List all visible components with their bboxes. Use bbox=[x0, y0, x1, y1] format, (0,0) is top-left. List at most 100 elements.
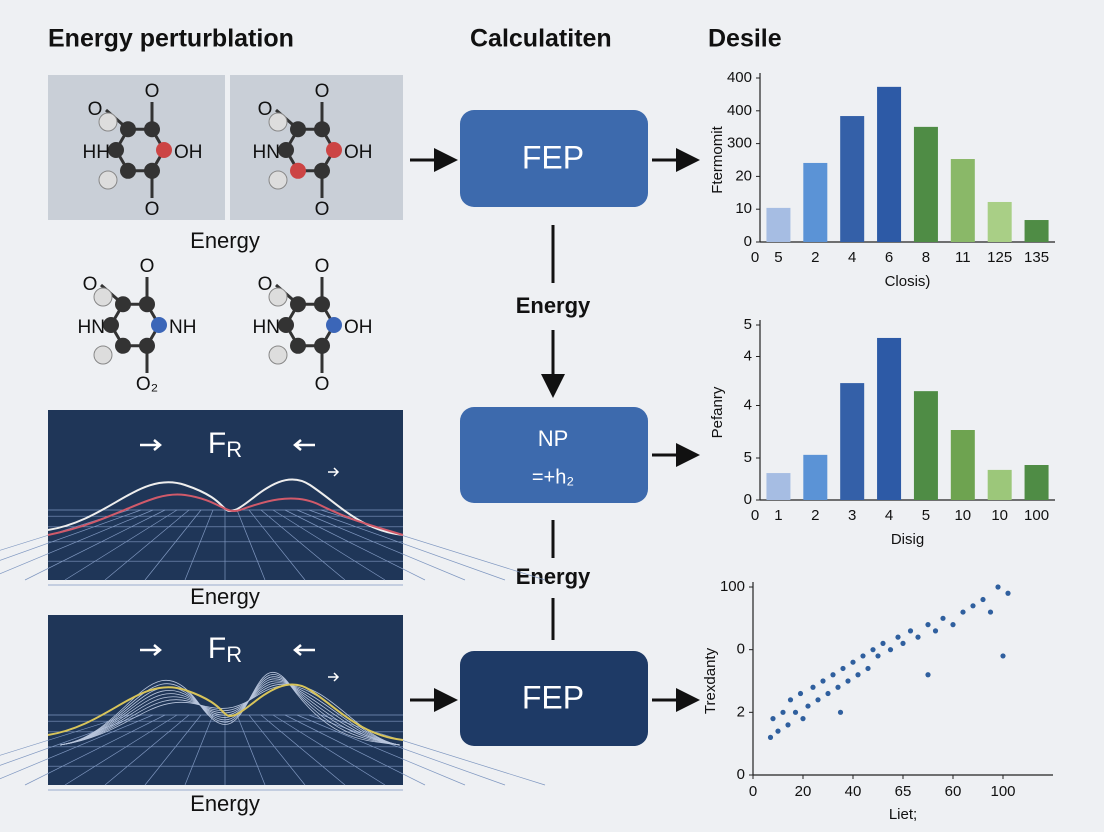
panel-label-main: F bbox=[208, 427, 226, 460]
atom-h bbox=[93, 345, 113, 365]
atom-label: NH bbox=[169, 317, 196, 338]
mesh-line bbox=[104, 714, 190, 786]
point bbox=[907, 628, 914, 634]
mesh-line bbox=[284, 714, 426, 786]
y-tick-label: 4 bbox=[744, 347, 752, 364]
mesh-line bbox=[260, 509, 346, 581]
y-tick-label: 400 bbox=[727, 102, 752, 119]
atom bbox=[103, 317, 119, 333]
mesh-line bbox=[272, 714, 386, 786]
point bbox=[845, 678, 851, 684]
x-tick-label: 0 bbox=[749, 783, 757, 800]
mesh-line bbox=[308, 714, 506, 786]
y-tick-label: 0 bbox=[737, 641, 745, 658]
molecule-panel bbox=[230, 75, 403, 220]
mesh-curve bbox=[59, 678, 401, 746]
point bbox=[895, 634, 901, 640]
x-tick-label: 4 bbox=[848, 249, 856, 266]
x-tick-label: 4 bbox=[885, 507, 893, 524]
x-tick-label: 20 bbox=[795, 783, 812, 800]
mesh-line bbox=[248, 509, 306, 581]
bar bbox=[803, 454, 828, 500]
atom-label: O bbox=[315, 81, 330, 102]
atom bbox=[108, 142, 124, 158]
x-axis-label: Liet; bbox=[889, 806, 917, 823]
bar bbox=[1024, 465, 1049, 500]
x-tick-label: 125 bbox=[987, 249, 1012, 266]
mesh-line bbox=[0, 509, 130, 551]
atom bbox=[278, 317, 294, 333]
mesh-line bbox=[0, 509, 142, 561]
bar bbox=[950, 159, 975, 242]
energy-panel bbox=[48, 410, 403, 580]
mesh-line bbox=[296, 714, 466, 786]
box bbox=[460, 110, 648, 207]
mesh-line bbox=[0, 509, 154, 575]
atom-label: OH bbox=[344, 142, 373, 163]
mesh-line bbox=[0, 714, 130, 756]
arrow bbox=[293, 439, 315, 451]
mesh-curve bbox=[59, 684, 401, 746]
y-tick-label: 0 bbox=[744, 491, 752, 508]
box-label: FEP bbox=[522, 139, 584, 175]
atom-label: O₂ bbox=[136, 374, 158, 395]
panel-label-sub: R bbox=[226, 437, 242, 462]
x-tick-label: 65 bbox=[895, 783, 912, 800]
mesh-line bbox=[260, 714, 346, 786]
bar bbox=[987, 469, 1012, 500]
box-label: FEP bbox=[522, 679, 584, 715]
mesh-line bbox=[144, 509, 202, 581]
point bbox=[855, 672, 861, 678]
atom-h bbox=[93, 287, 113, 307]
y-tick-label: 5 bbox=[744, 316, 752, 333]
y-axis-label: Trexdanty bbox=[702, 647, 719, 714]
x-tick-label: 3 bbox=[848, 507, 856, 524]
header: Energy perturblation bbox=[48, 25, 294, 53]
x-tick-label: 0 bbox=[751, 249, 759, 266]
panel-label: FR bbox=[208, 632, 242, 667]
point bbox=[1000, 653, 1006, 659]
x-tick-label: 11 bbox=[955, 249, 971, 266]
panel-label-sub: R bbox=[226, 642, 242, 667]
y-tick-label: 2 bbox=[737, 703, 745, 720]
point bbox=[870, 647, 876, 653]
x-tick-label: 1 bbox=[774, 507, 782, 524]
y-tick-label: 100 bbox=[720, 578, 745, 595]
bar bbox=[840, 116, 865, 242]
atom bbox=[290, 162, 306, 179]
atom-h bbox=[268, 170, 288, 190]
atom-label: O bbox=[145, 199, 160, 220]
mesh-line bbox=[24, 509, 166, 581]
atom bbox=[115, 337, 131, 354]
arrow bbox=[328, 672, 340, 682]
atom-label: HN bbox=[253, 317, 280, 338]
x-tick-label: 5 bbox=[774, 249, 782, 266]
label: Energy bbox=[190, 791, 260, 816]
box-label: NP bbox=[538, 426, 569, 451]
y-tick-label: 4 bbox=[744, 396, 752, 413]
atom bbox=[278, 142, 294, 158]
point bbox=[970, 603, 976, 609]
atom bbox=[326, 142, 342, 158]
atom bbox=[156, 142, 172, 158]
point bbox=[915, 634, 921, 640]
point bbox=[825, 690, 831, 697]
label: Energy bbox=[516, 564, 591, 589]
molecule-panel bbox=[48, 75, 225, 220]
point bbox=[960, 609, 966, 615]
mesh-line bbox=[284, 509, 426, 581]
mesh-line bbox=[144, 714, 202, 786]
point bbox=[980, 596, 986, 603]
atom bbox=[314, 337, 330, 354]
header: Desile bbox=[708, 25, 782, 53]
x-tick-label: 40 bbox=[845, 783, 862, 800]
bar bbox=[913, 126, 938, 242]
atom-label: O bbox=[315, 374, 330, 395]
mesh-line bbox=[104, 509, 190, 581]
point bbox=[900, 640, 906, 647]
atom-label: O bbox=[258, 274, 273, 295]
point bbox=[787, 697, 794, 703]
y-tick-label: 0 bbox=[744, 233, 752, 250]
atom bbox=[144, 121, 160, 138]
arrow bbox=[140, 644, 162, 656]
